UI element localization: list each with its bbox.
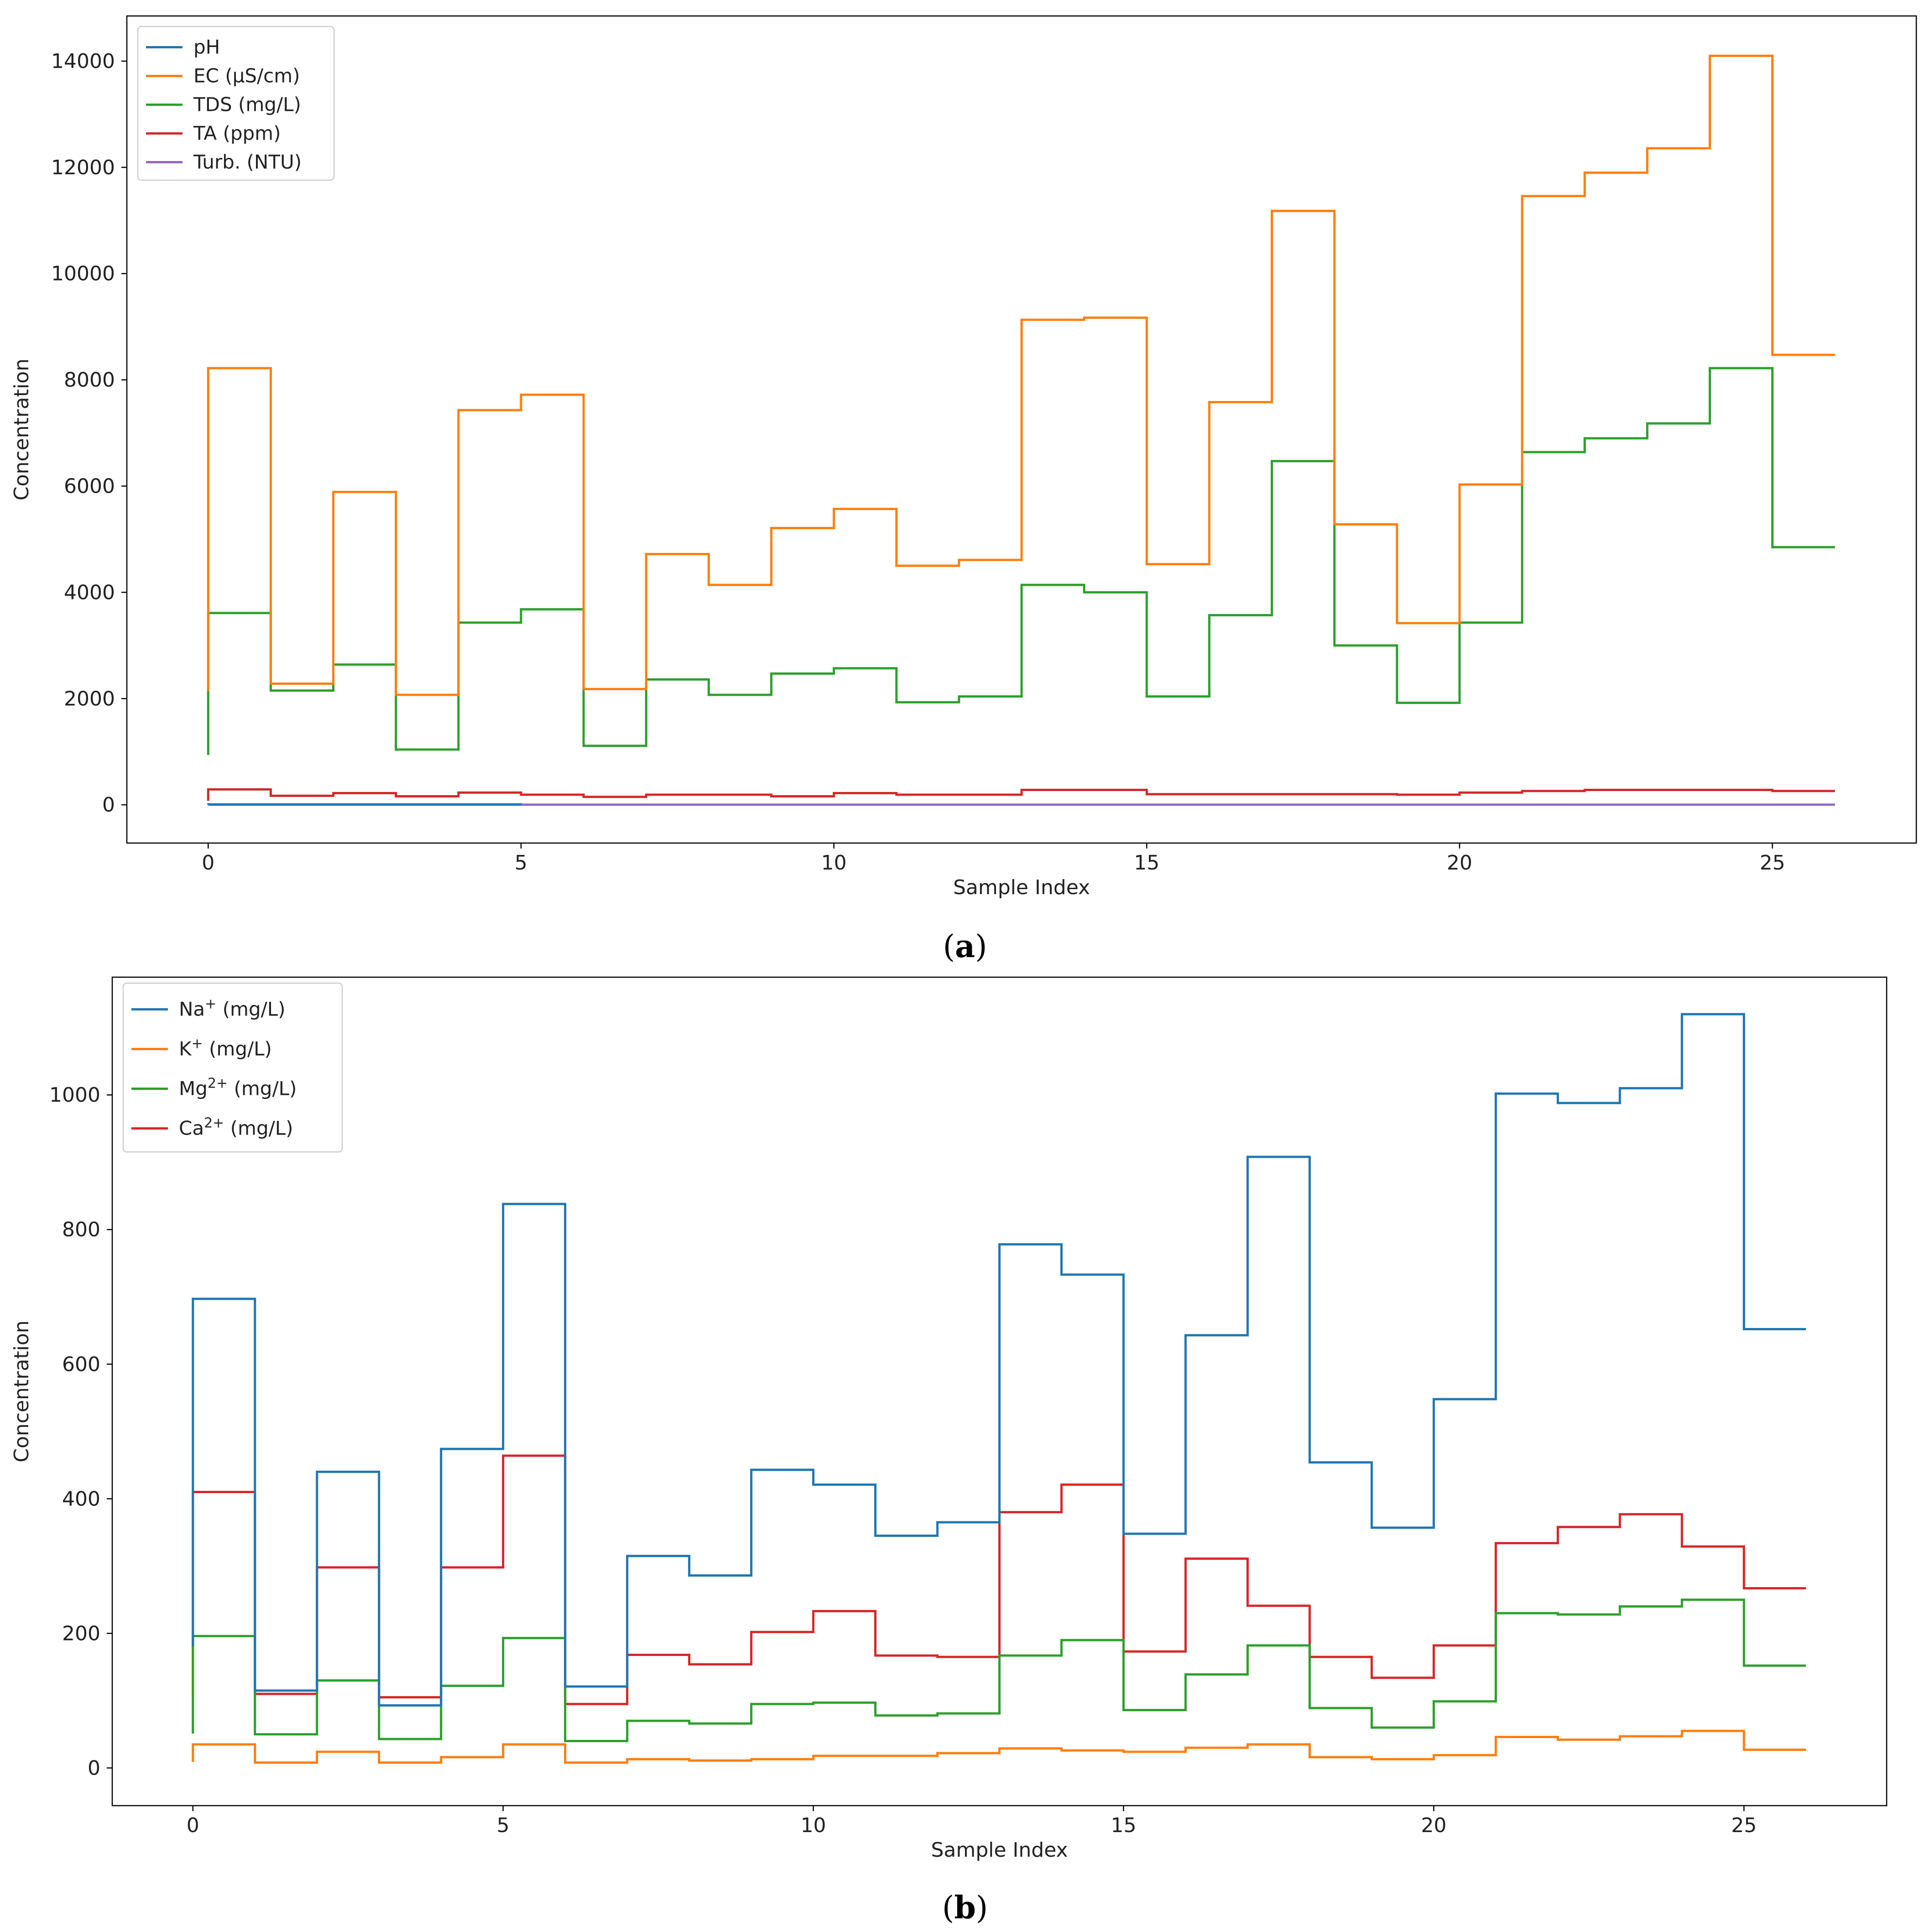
caption-a-letter: a [955, 928, 975, 965]
series-line-na [192, 1013, 1806, 1707]
y-tick-label: 200 [62, 1622, 100, 1645]
legend-label: pH [193, 36, 220, 58]
legend-label: EC (μS/cm) [193, 65, 300, 87]
caption-b-letter: b [954, 1890, 976, 1926]
y-tick-label: 0 [102, 793, 115, 817]
y-tick-label: 8000 [64, 369, 115, 392]
y-tick-label: 1000 [49, 1083, 100, 1107]
x-tick-label: 15 [1134, 851, 1159, 875]
legend-box [122, 982, 343, 1153]
x-tick-label: 25 [1731, 1814, 1757, 1837]
legend-label: Na+ (mg/L) [179, 996, 286, 1021]
chart-panel-a: 0 5 10 15 20 25 0 2000 4000 6000 8000 10000 12000 140… [10, 15, 1917, 899]
legend-label: Ca2+ (mg/L) [179, 1115, 293, 1140]
legend-label: Turb. (NTU) [193, 151, 302, 173]
caption-a: (a) [943, 928, 987, 965]
x-tick-label: 10 [801, 1814, 826, 1837]
y-axis-label: Concentration [10, 1320, 33, 1462]
x-tick-label: 0 [202, 851, 214, 875]
y-tick-label: 6000 [64, 475, 115, 498]
caption-b: (b) [942, 1890, 988, 1926]
series-line-ph [207, 803, 522, 806]
y-axis-label: Concentration [10, 359, 33, 500]
x-tick-label: 20 [1447, 851, 1472, 875]
legend-label: TA (ppm) [193, 122, 281, 145]
legend-label: Mg2+ (mg/L) [179, 1076, 297, 1100]
x-axis-label: Sample Index [953, 876, 1090, 899]
x-tick-label: 0 [187, 1814, 199, 1837]
chart-panel-b: 0 5 10 15 20 25 0 200 400 600 800 1000 Sample Index C… [10, 976, 1888, 1862]
y-tick-label: 4000 [64, 581, 115, 604]
x-tick-label: 20 [1421, 1814, 1446, 1837]
series-line-ec-s-cm [207, 54, 1835, 696]
y-tick-label: 0 [88, 1756, 100, 1780]
y-tick-label: 2000 [64, 687, 115, 710]
legend-label: K+ (mg/L) [179, 1036, 272, 1060]
y-tick-label: 600 [62, 1353, 100, 1376]
legend: pH EC (μS/cm) TDS (mg/L) TA (ppm) Turb. (NTU… [137, 26, 335, 181]
y-tick-label: 800 [62, 1218, 100, 1241]
y-tick-label: 14000 [51, 50, 115, 73]
series-line-ta-ppm [207, 788, 1835, 801]
y-tick-label: 10000 [51, 262, 115, 286]
legend: Na+ (mg/L) K+ (mg/L) Mg2+ (mg/L) Ca2+ (mg/L… [122, 982, 343, 1153]
x-tick-label: 5 [515, 851, 527, 875]
x-tick-label: 15 [1111, 1814, 1136, 1837]
y-tick-label: 12000 [51, 156, 115, 179]
legend-box [137, 26, 335, 181]
x-tick-label: 10 [821, 851, 847, 875]
y-tick-label: 400 [62, 1487, 100, 1510]
x-tick-label: 5 [497, 1814, 510, 1837]
axes-frame [126, 15, 1917, 844]
series-line-k [192, 1729, 1806, 1764]
x-tick-label: 25 [1760, 851, 1785, 875]
x-axis-label: Sample Index [931, 1838, 1068, 1862]
legend-label: TDS (mg/L) [193, 94, 301, 116]
axes-frame [111, 976, 1888, 1807]
